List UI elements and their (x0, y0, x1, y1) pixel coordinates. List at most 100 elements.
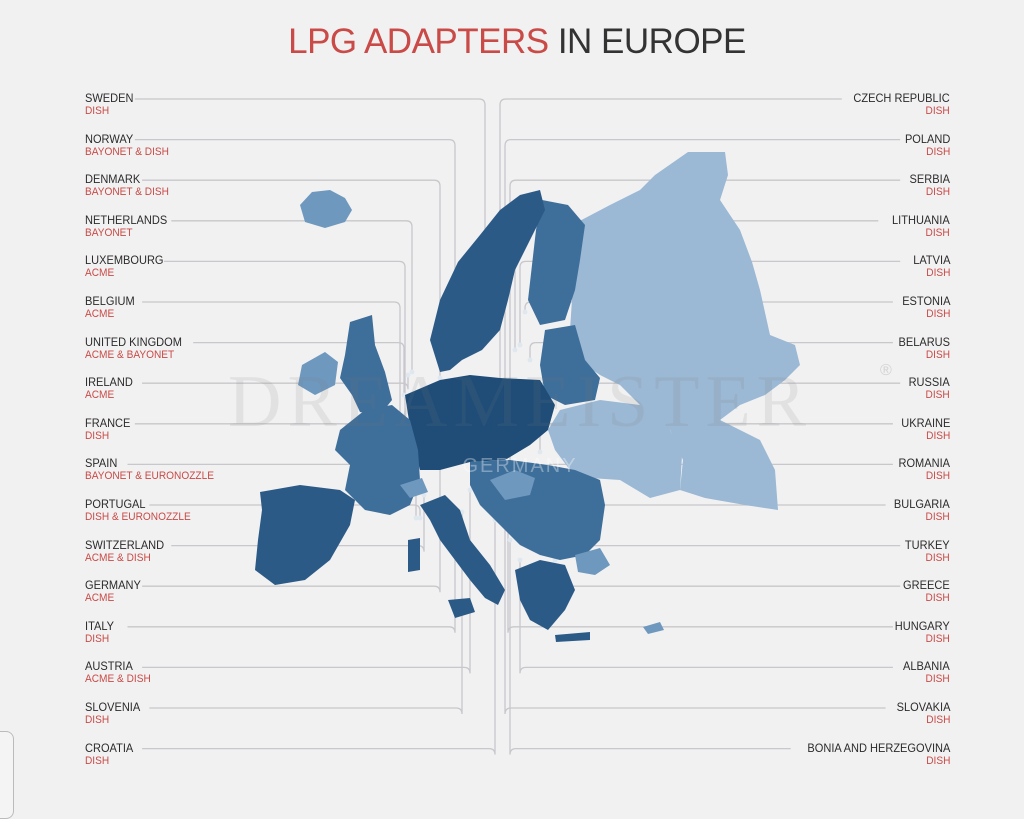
map-regions (255, 152, 800, 642)
anchor-dot (512, 347, 518, 353)
anchor-dot (522, 309, 528, 315)
country-name: SLOVAKIA (896, 700, 950, 714)
leader-line (539, 582, 901, 593)
adapter-type: DISH (925, 226, 950, 239)
country-label-albania: ALBANIA DISH (903, 660, 950, 686)
adapter-type: ACME (85, 592, 115, 605)
leader-line (142, 490, 471, 674)
country-name: SWEDEN (85, 91, 134, 105)
adapter-type: BAYONET & DISH (85, 145, 169, 158)
leader-line (519, 260, 901, 345)
region-italy (420, 495, 505, 605)
adapter-type: DISH (925, 632, 950, 645)
adapter-type: DISH (925, 511, 950, 523)
adapter-type: DISH (85, 714, 110, 726)
country-name: ITALY (85, 618, 115, 633)
region-central (405, 375, 555, 470)
country-name: UNITED KINGDOM (85, 334, 182, 349)
country-name: GERMANY (85, 578, 141, 593)
adapter-type: ACME & DISH (85, 673, 151, 686)
region-cyprus (643, 622, 664, 634)
country-name: SPAIN (85, 456, 118, 471)
adapter-type: DISH (925, 754, 950, 767)
country-name: LATVIA (912, 253, 950, 268)
country-label-netherlands: NETHERLANDS BAYONET (85, 212, 168, 240)
anchor-dot (421, 492, 427, 498)
adapter-type: DISH (85, 429, 110, 442)
title-rest: IN EUROPE (548, 22, 747, 61)
country-label-austria: AUSTRIA ACME & DISH (85, 660, 151, 686)
country-label-turkey: TURKEY DISH (905, 538, 950, 565)
leader-line (142, 420, 441, 593)
adapter-type: BAYONET (85, 226, 133, 239)
adapter-type: DISH & EURONOZZLE (85, 511, 191, 523)
country-label-slovenia: SLOVENIA DISH (85, 701, 140, 727)
leader-line (142, 301, 401, 470)
adapter-type: BAYONET & EURONOZZLE (85, 470, 214, 483)
leader-line (171, 220, 413, 372)
region-balkans (470, 460, 605, 560)
country-label-bulgaria: BULGARIA DISH (894, 498, 950, 524)
region-scandinavia (430, 190, 545, 372)
adapter-type: DISH (925, 389, 950, 402)
country-label-ireland: IRELAND ACME (85, 376, 133, 402)
country-name: PORTUGAL (85, 497, 146, 511)
adapter-type: DISH (925, 673, 950, 686)
page-title: LPG ADAPTERS IN EUROPE (0, 22, 1024, 62)
country-label-norway: NORWAY BAYONET & DISH (85, 131, 169, 159)
country-label-switzerland: SWITZERLAND ACME & DISH (85, 537, 165, 565)
country-name: NETHERLANDS (85, 212, 168, 227)
region-iberia (255, 485, 355, 585)
country-name: BELARUS (898, 334, 950, 349)
country-name: DENMARK (85, 172, 141, 187)
country-name: CROATIA (85, 740, 134, 755)
anchor-dot (413, 515, 419, 521)
anchor-dot (507, 537, 513, 543)
side-tab[interactable] (0, 731, 14, 819)
leader-line (509, 179, 901, 530)
leader-line (519, 560, 893, 674)
region-hungary (490, 470, 535, 500)
country-label-france: FRANCE DISH (85, 416, 130, 443)
adapter-type: DISH (925, 348, 950, 361)
country-label-poland: POLAND DISH (904, 131, 950, 159)
adapter-type: ACME (85, 267, 115, 280)
region-france (335, 405, 420, 515)
leader-line (193, 341, 405, 395)
leader-line (164, 260, 406, 478)
country-label-croatia: CROATIA DISH (85, 740, 134, 768)
country-label-denmark: DENMARK BAYONET & DISH (85, 173, 169, 199)
anchor-dot (537, 449, 543, 455)
country-name: UKRAINE (900, 415, 950, 430)
adapter-type: DISH (925, 470, 950, 483)
anchor-dot (437, 375, 443, 381)
country-label-ukraine: UKRAINE DISH (900, 415, 950, 443)
country-name: LUXEMBOURG (85, 253, 164, 268)
country-label-romania: ROMANIA DISH (898, 457, 950, 483)
country-label-italy: ITALY DISH (85, 618, 115, 646)
adapter-type: DISH (925, 429, 950, 442)
anchor-dot (409, 369, 415, 375)
leader-line (142, 179, 441, 378)
region-turkey (575, 548, 610, 575)
region-finland (528, 200, 585, 325)
adapter-type: DISH (925, 308, 950, 320)
country-label-united-kingdom: UNITED KINGDOM ACME & BAYONET (85, 334, 182, 362)
country-name: SWITZERLAND (85, 537, 165, 552)
anchor-dot (467, 487, 473, 493)
anchor-dot (527, 357, 533, 363)
leader-line (142, 520, 496, 755)
country-name: ALBANIA (903, 659, 950, 674)
region-greece (515, 560, 575, 630)
leader-line (509, 540, 791, 755)
country-label-portugal: PORTUGAL DISH & EURONOZZLE (85, 498, 191, 524)
country-name: ESTONIA (901, 294, 950, 308)
adapter-type: DISH (925, 551, 950, 564)
country-name: POLAND (904, 131, 950, 146)
adapter-type: DISH (925, 105, 950, 117)
country-label-slovakia: SLOVAKIA DISH (896, 701, 950, 727)
anchor-dot (517, 342, 523, 348)
region-crete (555, 632, 590, 642)
country-name: NORWAY (85, 131, 134, 146)
